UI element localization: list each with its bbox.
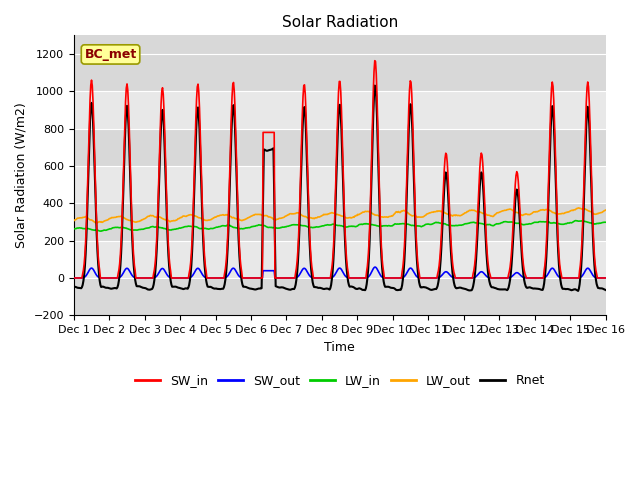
Bar [74,129,605,166]
Bar [74,240,605,278]
Bar [74,204,605,240]
Bar [74,166,605,204]
Y-axis label: Solar Radiation (W/m2): Solar Radiation (W/m2) [15,102,28,248]
Bar [74,278,605,315]
X-axis label: Time: Time [324,341,355,354]
Bar [74,54,605,91]
Text: BC_met: BC_met [84,48,137,61]
Legend: SW_in, SW_out, LW_in, LW_out, Rnet: SW_in, SW_out, LW_in, LW_out, Rnet [130,369,550,392]
Bar [74,91,605,129]
Title: Solar Radiation: Solar Radiation [282,15,398,30]
